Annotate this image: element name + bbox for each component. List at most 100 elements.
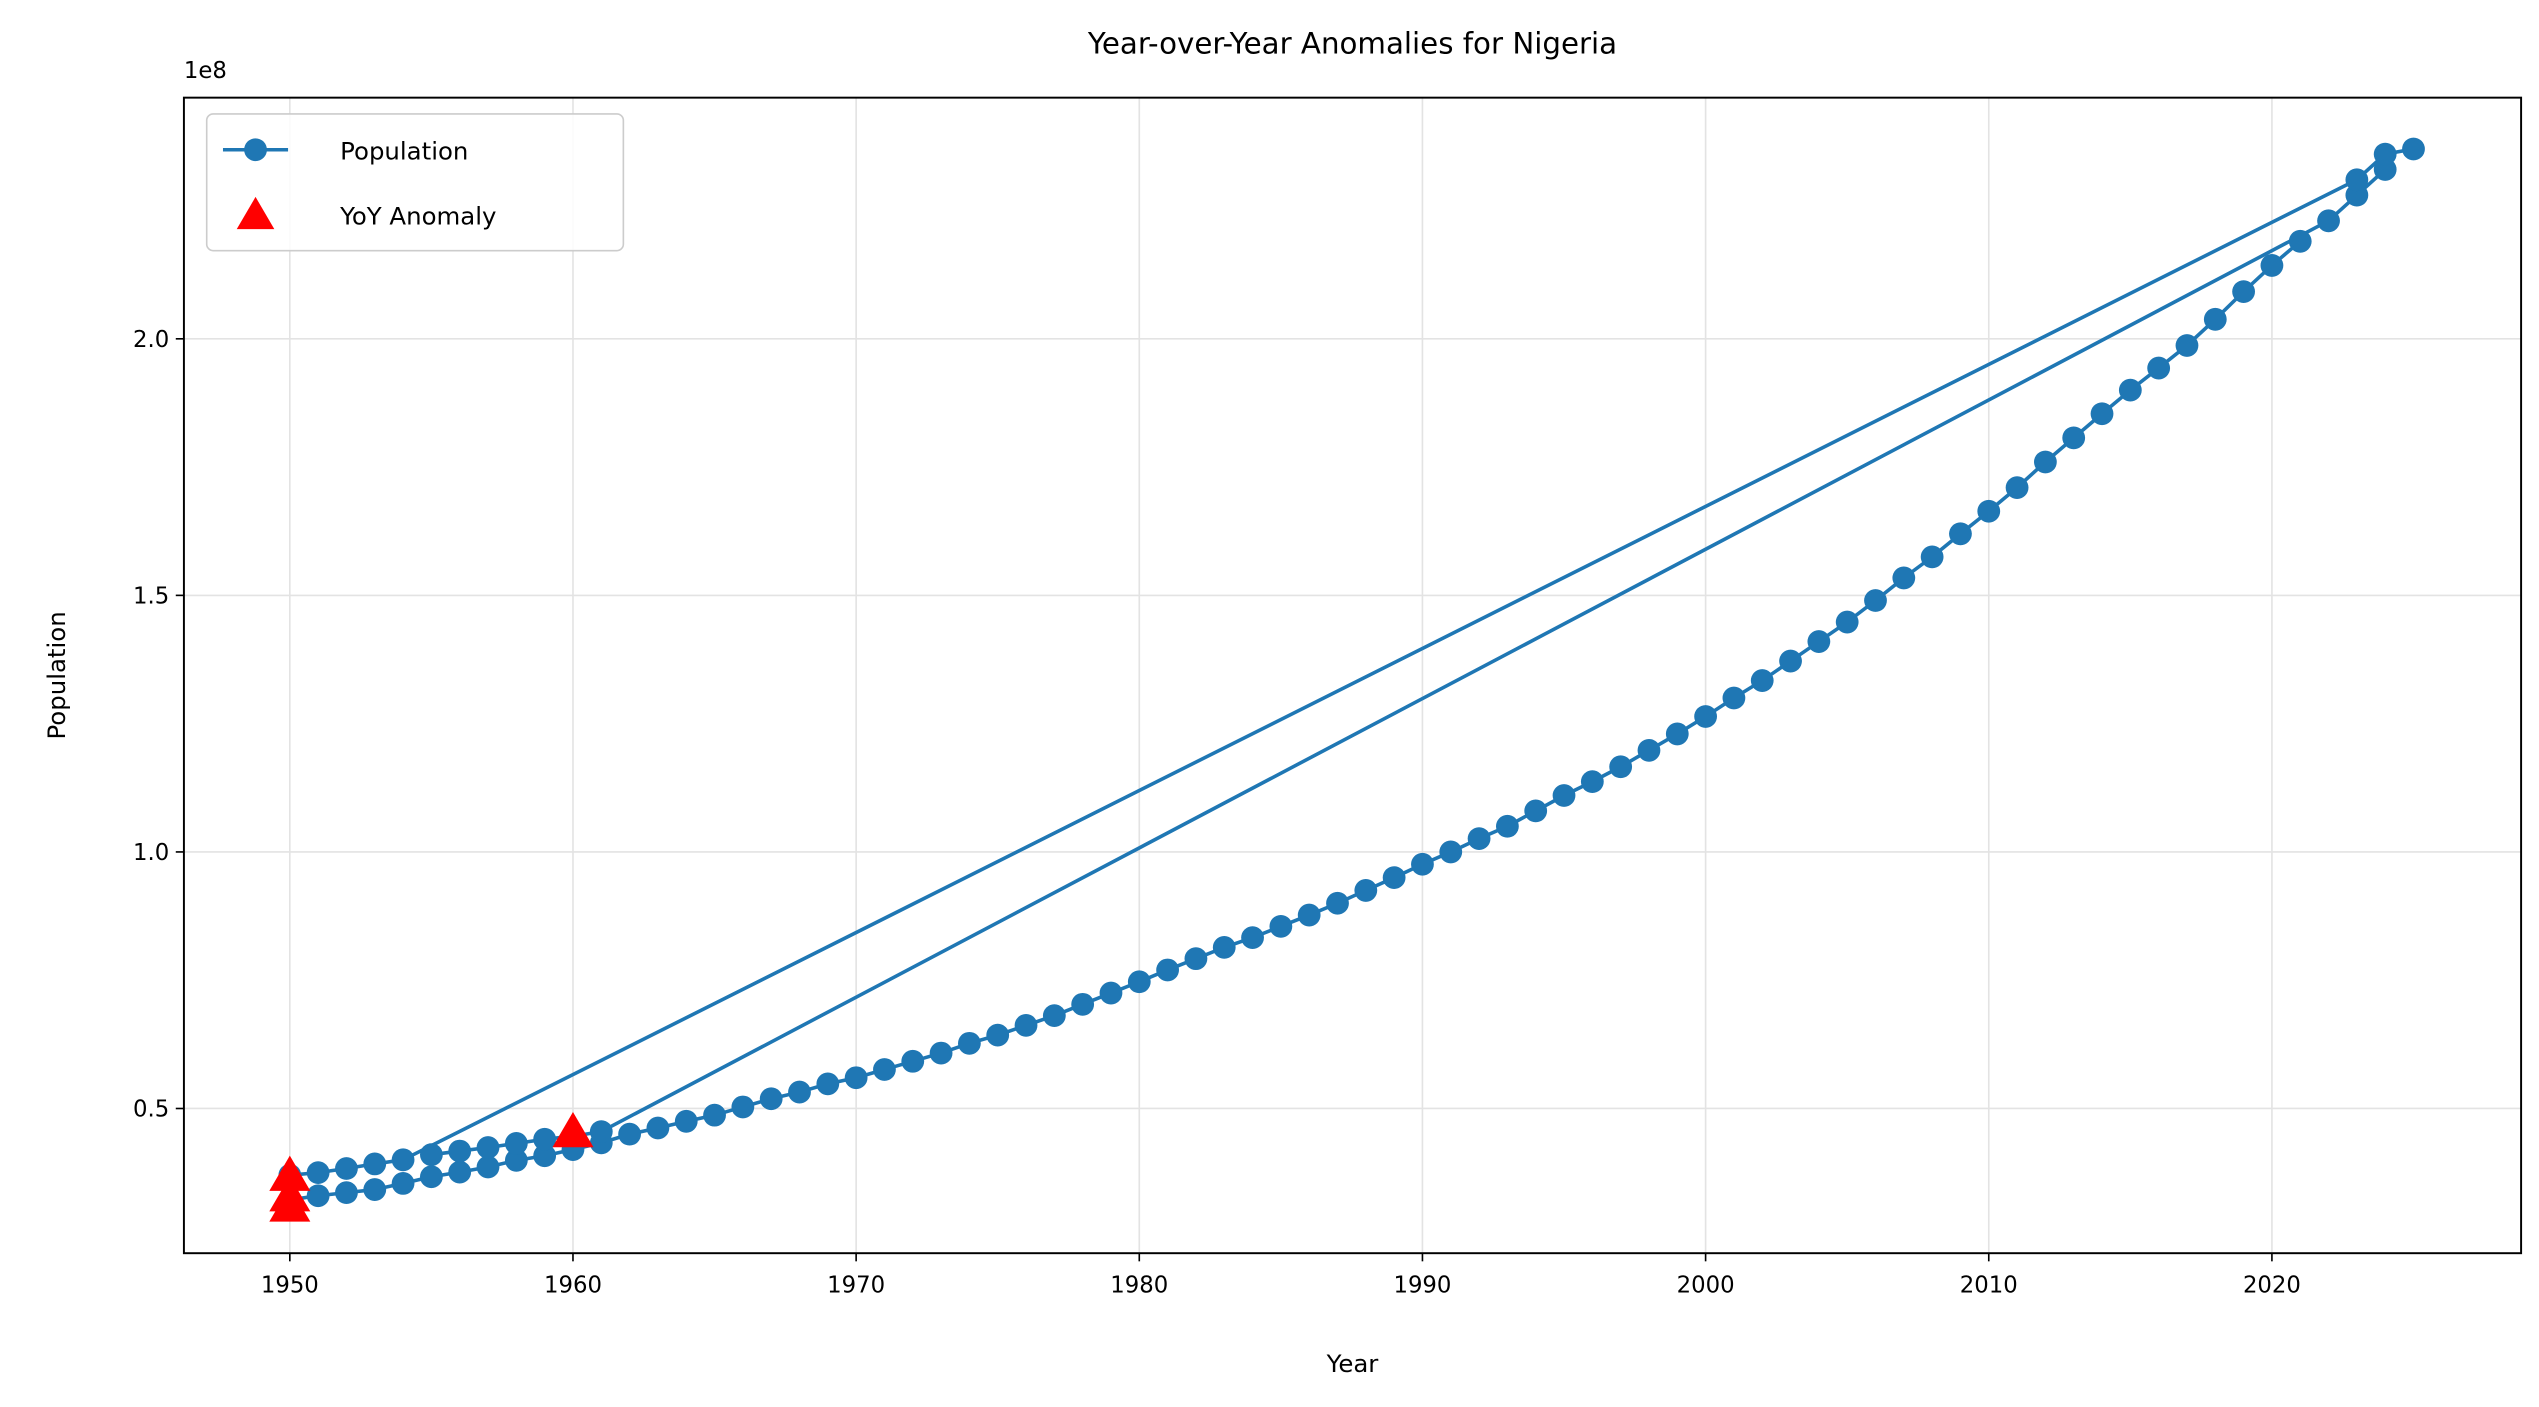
data-point xyxy=(1496,814,1519,838)
data-point xyxy=(986,1023,1010,1047)
data-point xyxy=(816,1072,840,1096)
data-point xyxy=(674,1109,698,1133)
data-point xyxy=(1354,879,1378,902)
data-point xyxy=(1807,630,1831,653)
data-point xyxy=(1949,522,1972,546)
y-axis-label: Population xyxy=(42,611,71,739)
x-tick-label: 2000 xyxy=(1677,1272,1735,1298)
data-point xyxy=(1184,947,1208,971)
data-point xyxy=(1156,958,1179,982)
data-point xyxy=(1297,903,1321,927)
data-point xyxy=(504,1131,528,1155)
legend-marker xyxy=(236,196,275,230)
data-point xyxy=(929,1041,953,1065)
data-point xyxy=(1892,566,1916,590)
data-point xyxy=(646,1116,670,1140)
data-point xyxy=(420,1165,443,1189)
legend-marker xyxy=(244,138,267,162)
y-tick-label: 2.0 xyxy=(133,327,169,353)
data-point xyxy=(476,1136,500,1159)
y-tick-label: 0.5 xyxy=(133,1097,169,1123)
chart-title: Year-over-Year Anomalies for Nigeria xyxy=(1087,27,1617,61)
data-point xyxy=(2402,137,2425,161)
data-point xyxy=(901,1049,925,1073)
data-point xyxy=(759,1087,783,1111)
x-tick-label: 2020 xyxy=(2243,1272,2301,1298)
x-tick-label: 1990 xyxy=(1393,1272,1451,1298)
legend-box xyxy=(205,113,625,252)
anomaly-marker xyxy=(552,1112,594,1148)
data-point xyxy=(788,1080,811,1104)
anomaly-marker xyxy=(269,1186,311,1222)
data-point xyxy=(363,1152,387,1176)
data-point xyxy=(1665,722,1689,746)
legend-label: YoY Anomaly xyxy=(339,202,496,231)
data-point xyxy=(1637,738,1661,762)
data-point xyxy=(1977,499,2001,523)
data-point xyxy=(1042,1004,1066,1028)
data-point xyxy=(1467,827,1491,850)
x-tick-label: 1960 xyxy=(544,1272,602,1298)
data-point xyxy=(1382,866,1406,889)
y-offset-label: 1e8 xyxy=(184,58,227,84)
data-point xyxy=(306,1184,330,1208)
data-point xyxy=(2260,254,2284,277)
data-point xyxy=(1127,970,1151,994)
data-point xyxy=(335,1157,358,1180)
data-point xyxy=(1326,891,1349,915)
data-point xyxy=(1580,770,1604,794)
data-point xyxy=(2033,450,2057,474)
data-point xyxy=(731,1095,755,1119)
data-point xyxy=(618,1122,641,1146)
x-tick-label: 1970 xyxy=(827,1272,885,1298)
data-point xyxy=(533,1127,557,1151)
data-point xyxy=(1552,784,1576,807)
data-point xyxy=(2203,307,2227,331)
data-point xyxy=(1099,981,1123,1005)
data-point xyxy=(2175,334,2199,357)
data-point xyxy=(1411,852,1434,876)
data-point xyxy=(1212,935,1236,959)
data-point xyxy=(958,1031,981,1055)
anomaly-marker xyxy=(269,1155,311,1191)
data-point xyxy=(1269,914,1293,938)
data-point xyxy=(2317,209,2340,233)
data-point xyxy=(2090,402,2114,426)
data-point xyxy=(391,1172,415,1195)
x-axis-label: Year xyxy=(1326,1349,1380,1378)
data-point xyxy=(2118,378,2142,402)
data-point xyxy=(1014,1013,1038,1037)
x-tick-label: 2010 xyxy=(1960,1272,2018,1298)
plot-frame xyxy=(182,96,2523,1255)
data-point xyxy=(2288,229,2312,253)
data-point xyxy=(448,1160,472,1184)
legend-label: Population xyxy=(340,136,468,165)
data-point xyxy=(448,1139,472,1163)
data-point xyxy=(2373,142,2397,166)
data-point xyxy=(335,1181,358,1205)
data-point xyxy=(391,1148,415,1172)
data-point xyxy=(2345,168,2369,192)
data-point xyxy=(476,1155,500,1179)
data-point xyxy=(1609,755,1633,779)
data-point xyxy=(1920,545,1944,569)
data-point xyxy=(873,1058,896,1081)
data-point xyxy=(420,1143,443,1167)
data-point xyxy=(1750,669,1774,692)
data-point xyxy=(2232,280,2255,304)
data-point xyxy=(844,1066,868,1090)
data-point xyxy=(533,1144,557,1168)
x-tick-label: 1950 xyxy=(261,1272,319,1298)
data-point xyxy=(1835,610,1859,634)
data-point xyxy=(2062,426,2086,450)
y-tick-label: 1.5 xyxy=(133,584,169,610)
x-tick-label: 1980 xyxy=(1110,1272,1168,1298)
data-point xyxy=(589,1120,613,1143)
data-point xyxy=(703,1103,726,1127)
data-point xyxy=(1694,705,1717,728)
data-point xyxy=(1524,799,1548,823)
data-point xyxy=(363,1178,387,1201)
data-point xyxy=(1864,589,1887,612)
